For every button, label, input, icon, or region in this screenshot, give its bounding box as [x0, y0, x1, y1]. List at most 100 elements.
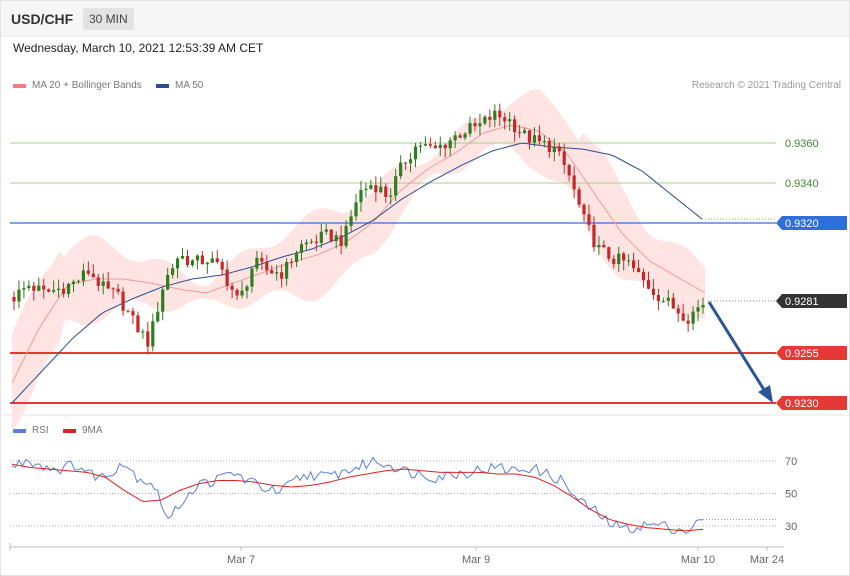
candle-body: [215, 258, 219, 263]
candle-body: [111, 288, 115, 290]
candle-body: [354, 202, 358, 217]
candle-body: [438, 144, 442, 149]
candle-body: [552, 146, 556, 153]
candle-body: [106, 281, 110, 289]
candle-body: [408, 159, 413, 164]
candle-body: [537, 135, 542, 142]
candle-body: [151, 321, 155, 347]
candle-body: [255, 257, 259, 269]
candle-body: [592, 224, 596, 248]
candle-body: [61, 288, 66, 294]
candle-body: [141, 331, 145, 333]
candle-body: [646, 280, 651, 289]
candle-body: [577, 189, 581, 205]
legend-ma20: MA 20 + Bollinger Bands: [13, 80, 142, 91]
rsi-tick-label-2: 30: [785, 521, 797, 533]
candle-body: [696, 307, 700, 312]
candle-body: [567, 165, 571, 176]
projection-arrow-head: [758, 385, 773, 403]
candle-body: [12, 297, 16, 302]
legend-ma20-swatch: [13, 83, 26, 88]
candle-body: [200, 255, 204, 265]
legend-9ma-swatch: [63, 428, 76, 433]
candle-body: [225, 269, 229, 286]
candle-body: [190, 260, 195, 266]
candle-body: [617, 253, 621, 265]
candle-body: [359, 189, 363, 203]
ma20-line: [11, 124, 706, 384]
candle-body: [81, 270, 85, 281]
candle-body: [344, 225, 348, 246]
timestamp: Wednesday, March 10, 2021 12:53:39 AM CE…: [13, 41, 264, 55]
candle-body: [399, 162, 403, 177]
candle-body: [458, 135, 462, 138]
candle-body: [498, 110, 502, 118]
chart-header: USD/CHF 30 MIN: [1, 1, 849, 37]
candle-body: [433, 145, 437, 149]
candle-body: [32, 285, 36, 291]
candle-body: [671, 297, 675, 309]
candle-body: [250, 268, 254, 287]
candle-body: [27, 285, 31, 289]
current-price-tag: [776, 294, 847, 308]
rsi-tick-label-1: 50: [785, 489, 797, 501]
candle-body: [96, 277, 100, 286]
candle-body: [517, 132, 522, 134]
candle-body: [681, 313, 685, 321]
candle-body: [651, 288, 656, 295]
candle-body: [37, 285, 41, 291]
candle-body: [156, 311, 160, 322]
candle-body: [587, 214, 591, 225]
candle-body: [597, 245, 601, 248]
candle-body: [339, 235, 343, 246]
projection-arrow-shaft: [707, 301, 768, 394]
candle-body: [195, 255, 200, 261]
candle-body: [265, 261, 269, 271]
candle-body: [329, 229, 333, 242]
candle-body: [428, 144, 432, 146]
candle-body: [562, 151, 566, 166]
timeframe-button[interactable]: 30 MIN: [83, 8, 134, 30]
candle-body: [641, 271, 646, 281]
candle-body: [532, 135, 537, 143]
candle-body: [52, 290, 56, 292]
candle-body: [364, 188, 368, 190]
candle-body: [161, 289, 165, 312]
legend-ma50-label: MA 50: [175, 80, 204, 91]
legend-ma20-label: MA 20 + Bollinger Bands: [32, 80, 142, 91]
legend-ma50-swatch: [156, 83, 169, 88]
candle-body: [468, 123, 472, 134]
candle-body: [463, 133, 467, 138]
candle-body: [676, 308, 680, 314]
candle-body: [66, 283, 71, 294]
candle-body: [423, 144, 428, 146]
candle-body: [691, 311, 695, 324]
candle-body: [101, 281, 105, 286]
candle-body: [666, 297, 670, 301]
candle-body: [289, 262, 294, 264]
candle-body: [547, 141, 551, 153]
candle-body: [582, 204, 586, 215]
support-label-5: 0.9230: [785, 398, 819, 410]
candle-body: [319, 231, 323, 243]
candle-body: [622, 253, 626, 261]
candle-body: [453, 135, 457, 141]
candle-body: [205, 262, 209, 265]
candle-body: [116, 288, 120, 292]
candle-body: [636, 268, 641, 272]
candle-body: [324, 229, 328, 232]
candle-body: [22, 288, 26, 290]
candle-body: [126, 310, 130, 312]
candle-body: [418, 145, 423, 147]
rsi-tick-label-0: 70: [785, 456, 797, 468]
candle-body: [136, 315, 140, 333]
candle-body: [285, 262, 289, 279]
level-label-1: 0.9340: [785, 178, 819, 190]
rsi-9ma-line: [11, 463, 704, 532]
candle-body: [235, 289, 239, 296]
candle-body: [627, 260, 631, 262]
x-tick-label-2: Mar 10: [681, 554, 715, 566]
candle-body: [503, 117, 507, 122]
candle-body: [309, 241, 314, 243]
candle-body: [47, 289, 51, 292]
